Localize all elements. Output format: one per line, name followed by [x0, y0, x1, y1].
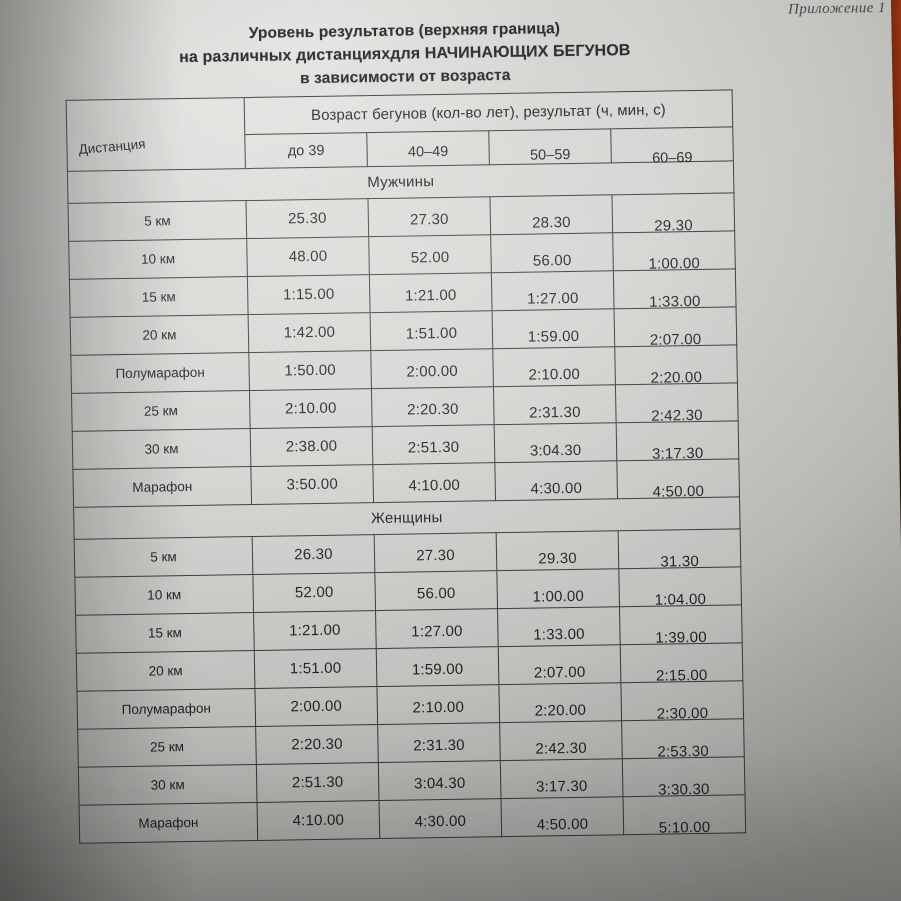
photo-of-printed-page: Приложение 1 Уровень результатов (верхня… — [0, 0, 901, 901]
page-vignette — [0, 0, 901, 901]
printed-page: Приложение 1 Уровень результатов (верхня… — [0, 0, 901, 901]
